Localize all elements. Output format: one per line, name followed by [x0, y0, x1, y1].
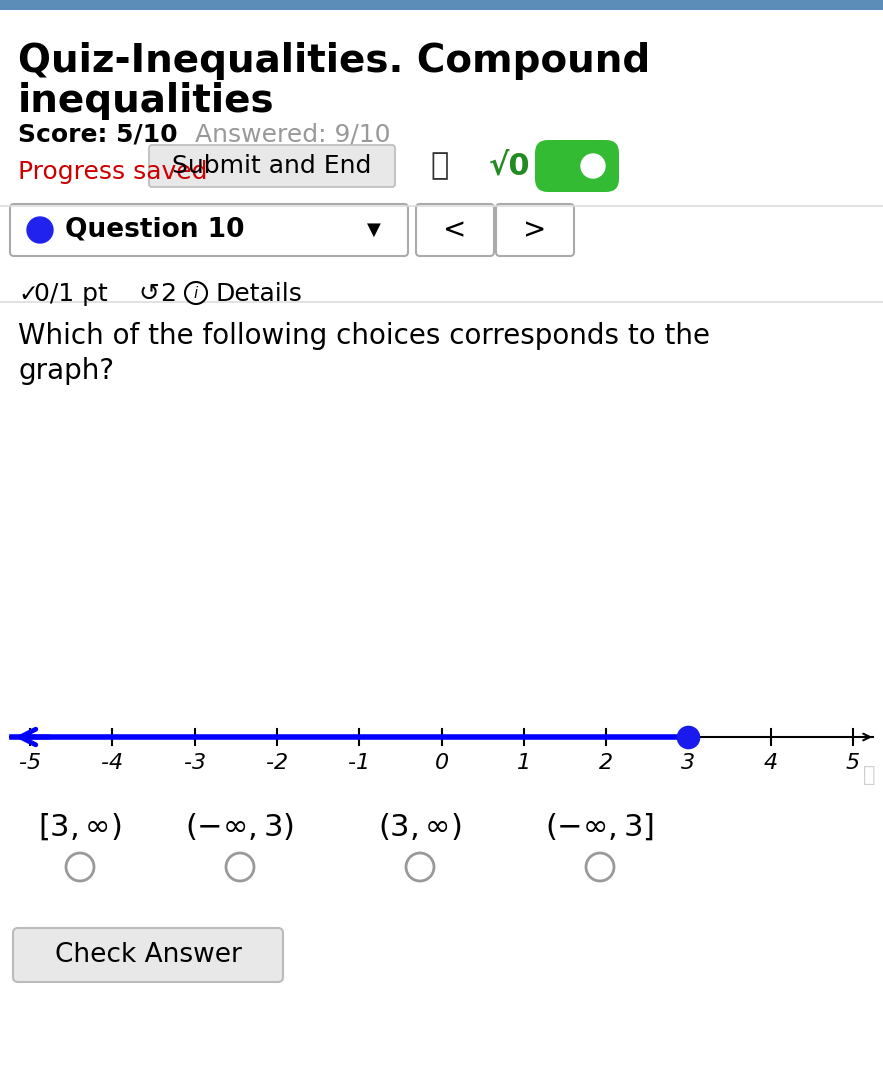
FancyBboxPatch shape	[10, 204, 408, 256]
Text: >: >	[524, 216, 547, 245]
Text: -2: -2	[266, 753, 288, 773]
Text: $(-\infty,3)$: $(-\infty,3)$	[185, 812, 295, 843]
Text: inequalities: inequalities	[18, 82, 275, 120]
Text: Quiz-Inequalities. Compound: Quiz-Inequalities. Compound	[18, 42, 650, 80]
Text: 5: 5	[846, 753, 860, 773]
Text: 3: 3	[682, 753, 696, 773]
Text: 0: 0	[434, 753, 449, 773]
Text: 2: 2	[160, 282, 176, 306]
Text: 1: 1	[517, 753, 531, 773]
Text: graph?: graph?	[18, 357, 114, 385]
Text: Which of the following choices corresponds to the: Which of the following choices correspon…	[18, 322, 710, 349]
Text: ↺: ↺	[138, 282, 159, 306]
Text: -4: -4	[102, 753, 124, 773]
Text: 4: 4	[764, 753, 778, 773]
Circle shape	[586, 853, 614, 881]
Text: <: <	[443, 216, 467, 245]
FancyBboxPatch shape	[149, 145, 395, 187]
Text: Check Answer: Check Answer	[55, 942, 241, 968]
Text: Progress saved: Progress saved	[18, 160, 208, 184]
Text: -1: -1	[348, 753, 370, 773]
Text: Submit and End: Submit and End	[172, 154, 372, 179]
FancyBboxPatch shape	[0, 0, 883, 10]
Text: Question 10: Question 10	[65, 217, 245, 243]
Text: i: i	[194, 286, 198, 301]
Text: ▼: ▼	[367, 221, 381, 239]
Text: $(3,\infty)$: $(3,\infty)$	[378, 812, 462, 843]
FancyBboxPatch shape	[496, 204, 574, 256]
FancyBboxPatch shape	[535, 140, 619, 192]
Text: $(-\infty,3]$: $(-\infty,3]$	[546, 812, 654, 842]
Circle shape	[66, 853, 94, 881]
Text: ✓: ✓	[18, 282, 38, 306]
FancyBboxPatch shape	[13, 928, 283, 982]
Circle shape	[226, 853, 254, 881]
Text: 0/1 pt: 0/1 pt	[34, 282, 108, 306]
Text: $[3,\infty)$: $[3,\infty)$	[38, 812, 122, 842]
FancyBboxPatch shape	[416, 204, 494, 256]
Circle shape	[27, 217, 53, 243]
Circle shape	[581, 154, 605, 179]
Text: 2: 2	[599, 753, 613, 773]
Text: 🔍: 🔍	[863, 765, 876, 786]
Text: Details: Details	[215, 282, 302, 306]
Text: Answered: 9/10: Answered: 9/10	[195, 122, 390, 146]
Text: √0: √0	[489, 151, 531, 181]
Circle shape	[185, 282, 207, 304]
Text: Score: 5/10: Score: 5/10	[18, 122, 177, 146]
Text: ⎙: ⎙	[431, 151, 449, 181]
Circle shape	[406, 853, 434, 881]
Text: -5: -5	[19, 753, 42, 773]
Text: -3: -3	[184, 753, 206, 773]
